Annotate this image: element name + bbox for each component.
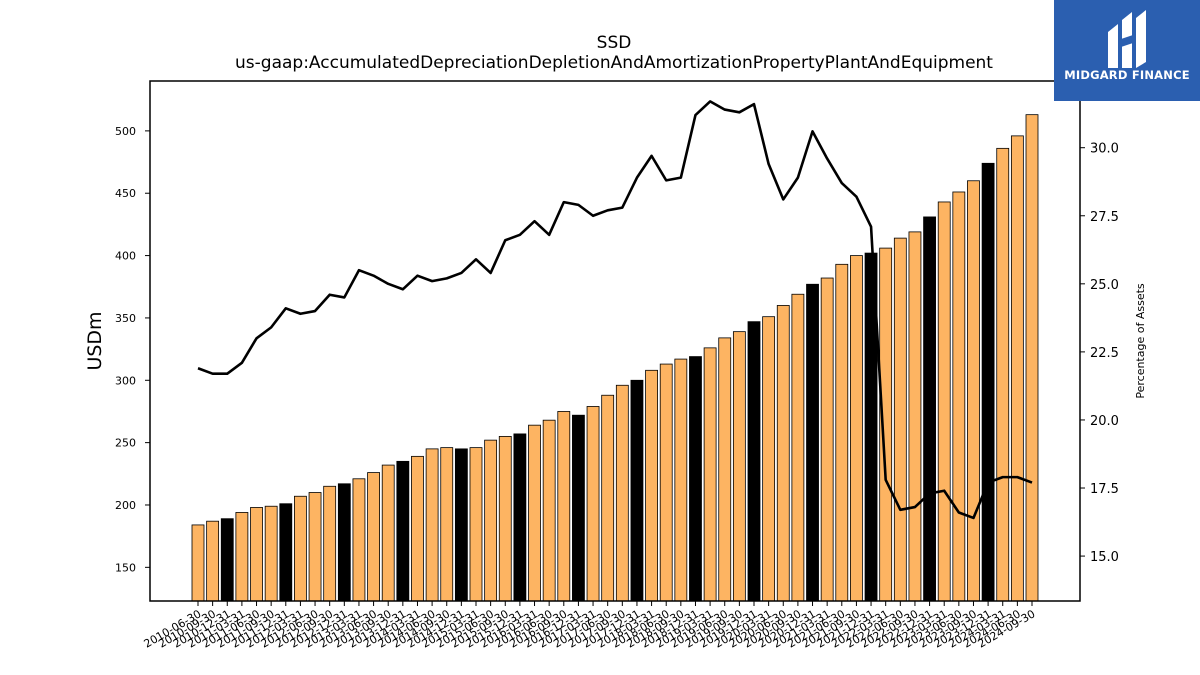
- bar: [367, 472, 380, 602]
- bar: [323, 485, 337, 602]
- bar: [279, 503, 293, 602]
- bar: [381, 464, 395, 602]
- y-tick-label-right: 22.5: [1090, 346, 1119, 361]
- bar: [835, 263, 849, 602]
- bar: [806, 283, 819, 602]
- y-tick-label: 400: [115, 250, 136, 263]
- bar: [586, 406, 600, 602]
- bar: [440, 447, 454, 602]
- bar: [850, 255, 863, 602]
- bar: [689, 356, 702, 602]
- bar: [411, 455, 424, 602]
- y-tick-label: 150: [115, 561, 136, 574]
- y-tick-label-right: 15.0: [1090, 550, 1119, 565]
- bar-series: [191, 114, 1039, 602]
- brand-name: MIDGARD FINANCE: [1064, 68, 1190, 82]
- bar: [513, 433, 527, 602]
- chart-title: SSD: [597, 33, 632, 53]
- bar: [923, 216, 936, 602]
- bar: [615, 384, 629, 602]
- bar: [498, 435, 512, 602]
- bar: [454, 448, 468, 602]
- y-tick-label: 250: [115, 437, 136, 450]
- line-series: [197, 100, 1033, 520]
- bar: [557, 411, 571, 602]
- bar: [396, 460, 410, 602]
- bar: [337, 483, 351, 602]
- bar: [645, 369, 658, 602]
- bar: [908, 231, 922, 602]
- axes: 150 200 250 300 350 400 450 500 15.0 17.5 20.0 22.5…: [115, 80, 1119, 651]
- bar: [1025, 114, 1039, 602]
- bar: [718, 337, 732, 602]
- y-tick-label-right: 30.0: [1090, 142, 1119, 157]
- bar: [776, 305, 790, 602]
- y-tick-label: 300: [115, 374, 136, 387]
- bar: [352, 478, 366, 602]
- bar: [893, 237, 907, 602]
- bar: [469, 447, 483, 602]
- bar: [937, 201, 951, 602]
- bar: [484, 439, 498, 602]
- bar: [674, 358, 688, 602]
- y-tick-label-right: 20.0: [1090, 414, 1119, 429]
- bar: [294, 495, 307, 602]
- bar: [425, 448, 439, 602]
- y-tick-label-right: 27.5: [1090, 210, 1119, 225]
- chart-subtitle: us-gaap:AccumulatedDepreciationDepletion…: [235, 53, 993, 73]
- y-axis-label: USDm: [84, 311, 106, 370]
- y-tick-label: 450: [115, 187, 136, 200]
- bar: [572, 414, 585, 602]
- bar: [967, 180, 980, 602]
- y-axis-label-right: Percentage of Assets: [1134, 283, 1147, 399]
- bar: [981, 162, 995, 602]
- y-tick-label-right: 17.5: [1090, 482, 1119, 497]
- bar: [952, 191, 966, 602]
- bar: [630, 379, 644, 602]
- bar: [703, 347, 717, 602]
- brand-logo: MIDGARD FINANCE: [1054, 0, 1200, 101]
- bar: [542, 419, 556, 602]
- y-tick-label: 500: [115, 125, 136, 138]
- bar: [235, 512, 249, 602]
- bar: [762, 316, 776, 602]
- bar: [528, 424, 541, 602]
- y-tick-label-right: 25.0: [1090, 278, 1119, 293]
- bar: [732, 331, 746, 602]
- bar: [996, 147, 1010, 602]
- plot-frame: [149, 80, 1081, 602]
- bar: [601, 394, 615, 602]
- y-tick-label: 350: [115, 312, 136, 325]
- midgard-logo-icon: [1108, 10, 1146, 68]
- bar: [1010, 135, 1024, 602]
- percentage-line: [197, 100, 1033, 520]
- y-tick-label: 200: [115, 499, 136, 512]
- bar: [191, 524, 205, 602]
- bar: [206, 520, 220, 602]
- bar: [264, 505, 278, 602]
- bar: [747, 321, 761, 602]
- bar: [791, 293, 805, 602]
- bar: [659, 363, 673, 602]
- bar: [820, 277, 834, 602]
- bar: [220, 518, 234, 602]
- bar: [308, 492, 322, 602]
- bar: [250, 507, 263, 602]
